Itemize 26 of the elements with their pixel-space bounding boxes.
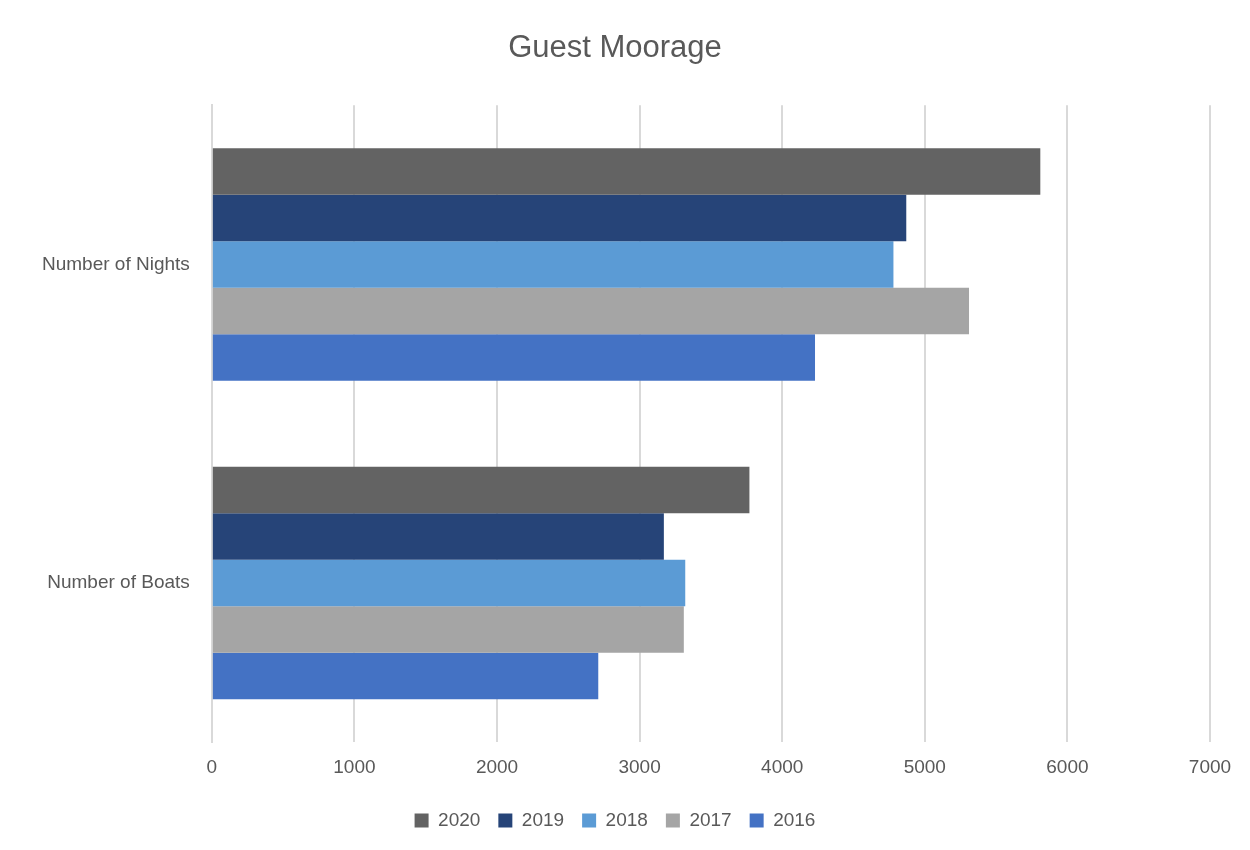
y-tick-label: Number of Nights xyxy=(41,252,190,274)
legend-label: 2016 xyxy=(773,808,816,830)
bar xyxy=(212,559,686,607)
x-tick-label: 1000 xyxy=(333,755,376,777)
bar xyxy=(212,148,1041,195)
x-tick-label: 3000 xyxy=(618,755,661,777)
x-tick-label: 5000 xyxy=(903,755,946,777)
bar xyxy=(212,513,664,560)
bar xyxy=(212,652,599,700)
x-tick-label: 2000 xyxy=(475,755,519,777)
chart-title: Guest Moorage xyxy=(508,29,722,65)
bar xyxy=(212,241,894,288)
legend-label: 2020 xyxy=(438,808,481,830)
bar xyxy=(212,194,907,242)
x-tick-label: 7000 xyxy=(1188,755,1232,777)
x-tick-label: 0 xyxy=(206,755,218,777)
bar xyxy=(212,287,970,335)
x-tick-label: 6000 xyxy=(1046,755,1089,777)
y-tick-label: Number of Boats xyxy=(47,571,190,593)
bar xyxy=(212,606,684,653)
legend-label: 2017 xyxy=(689,808,732,830)
legend-label: 2018 xyxy=(605,808,648,830)
bar xyxy=(212,334,816,381)
bar xyxy=(212,466,750,514)
legend-label: 2019 xyxy=(521,808,565,830)
x-tick-label: 4000 xyxy=(761,755,804,777)
